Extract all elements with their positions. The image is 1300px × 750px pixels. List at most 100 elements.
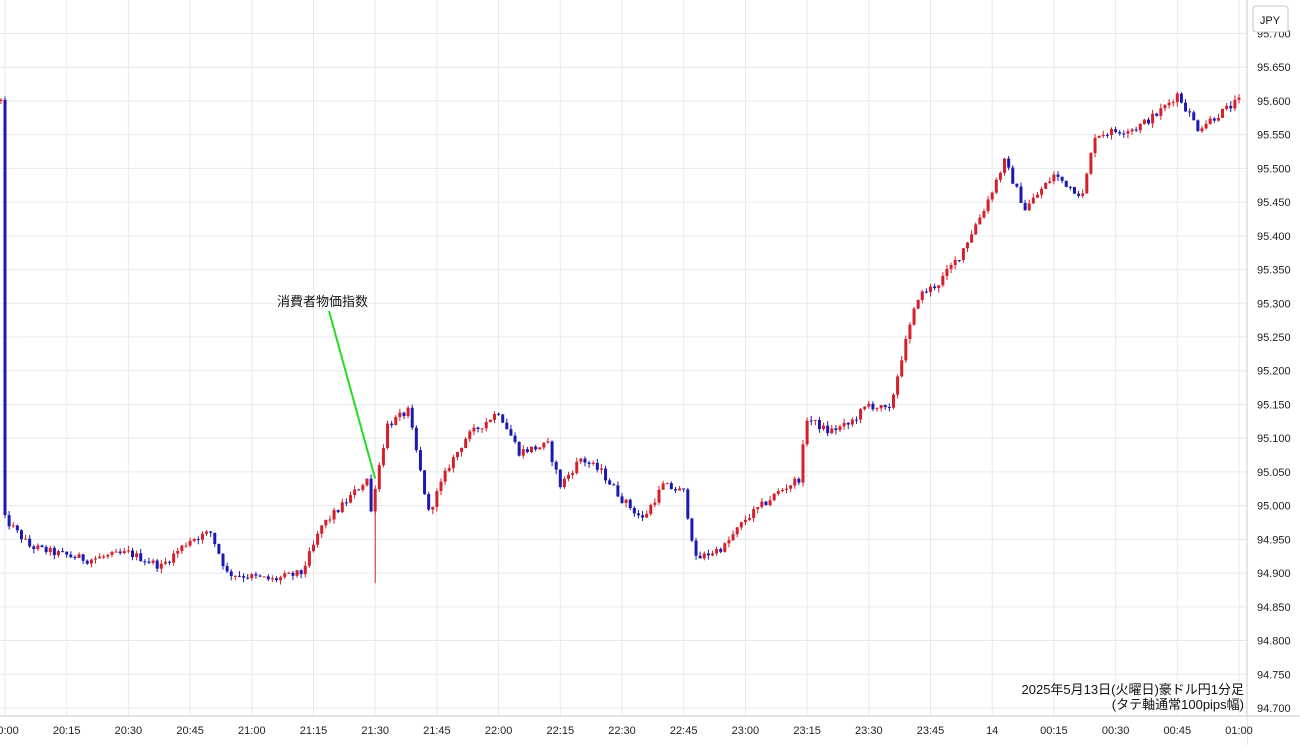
candle-body [562, 478, 566, 488]
candle-body [612, 484, 616, 486]
annotation-pointer [328, 310, 377, 479]
candle-body [131, 550, 135, 558]
candle-body [933, 286, 937, 289]
candle-body [320, 525, 324, 534]
candle-body [443, 470, 447, 482]
y-tick-label: 95.200 [1257, 366, 1291, 378]
candle-body [24, 538, 28, 540]
candle-body [908, 324, 912, 339]
y-tick-label: 95.550 [1257, 130, 1291, 142]
candle-body [447, 468, 451, 471]
candle-body [1171, 102, 1175, 104]
y-tick-label: 94.900 [1257, 568, 1291, 580]
candle-body [1089, 152, 1093, 174]
candle-body [900, 360, 904, 377]
y-tick-label: 94.800 [1257, 636, 1291, 648]
candle-body [242, 576, 246, 578]
candle-body [1179, 93, 1183, 103]
candle-body [920, 291, 924, 300]
candle-body [279, 577, 283, 581]
candle-body [135, 553, 139, 558]
candle-body [98, 556, 102, 559]
candle-body [1142, 119, 1146, 124]
candle-body [797, 478, 801, 483]
candle-body [776, 491, 780, 494]
candle-body [595, 462, 599, 470]
y-tick-label: 95.250 [1257, 332, 1291, 344]
candle-body [1175, 93, 1179, 103]
candle-body [36, 545, 40, 550]
candle-body [673, 489, 677, 491]
y-tick-label: 95.050 [1257, 467, 1291, 479]
y-tick-label: 94.950 [1257, 534, 1291, 546]
y-tick-label: 95.600 [1257, 96, 1291, 108]
candle-body [159, 563, 163, 569]
candle-body [591, 462, 595, 464]
candle-body [735, 527, 739, 535]
price-axis-panel [1247, 0, 1300, 745]
candle-body [501, 414, 505, 423]
candle-body [1105, 134, 1109, 136]
x-tick-label: 00:30 [1102, 725, 1130, 737]
candle-body [567, 474, 571, 479]
candle-body [1233, 99, 1237, 109]
candle-body [957, 259, 961, 261]
x-tick-label: 20:15 [53, 725, 81, 737]
y-tick-label: 95.300 [1257, 298, 1291, 310]
candle-body [924, 291, 928, 293]
candle-body [361, 485, 365, 490]
candle-body [410, 407, 414, 428]
x-tick-label: 21:15 [300, 725, 328, 737]
candle-body [11, 525, 15, 527]
candle-body [1126, 131, 1130, 134]
candle-body [883, 405, 887, 408]
x-tick-label: 01:00 [1225, 725, 1253, 737]
candle-body [77, 554, 81, 559]
candle-body [1093, 137, 1097, 153]
candle-body [538, 447, 542, 450]
candle-body [1101, 134, 1105, 136]
candle-body [937, 285, 941, 289]
candle-body [307, 551, 311, 566]
y-tick-label: 95.000 [1257, 501, 1291, 513]
candle-body [558, 469, 562, 488]
candle-body [213, 532, 217, 545]
candle-body [665, 483, 669, 485]
candle-body [217, 544, 221, 554]
candle-body [233, 575, 237, 577]
candle-body [188, 540, 192, 546]
candle-body [904, 338, 908, 361]
candle-body [966, 242, 970, 249]
candle-body [28, 538, 32, 547]
x-tick-label: 20:30 [115, 725, 143, 737]
x-tick-label: 23:15 [793, 725, 821, 737]
candle-body [727, 540, 731, 544]
y-tick-label: 95.450 [1257, 197, 1291, 209]
candle-body [546, 441, 550, 443]
candle-body [990, 192, 994, 200]
candle-body [365, 478, 369, 486]
candle-body [632, 507, 636, 514]
candle-body [830, 428, 834, 434]
candle-body [805, 420, 809, 445]
candle-body [73, 557, 77, 559]
candle-body [225, 566, 229, 572]
candle-body [258, 575, 262, 577]
time-axis-panel [0, 716, 1247, 745]
candle-body [616, 485, 620, 497]
candle-body [390, 423, 394, 426]
candle-body [406, 407, 410, 417]
candle-body [645, 513, 649, 518]
candle-body [653, 502, 657, 505]
candle-body [1167, 102, 1171, 106]
candle-body [229, 571, 233, 576]
candle-body [941, 275, 945, 286]
candle-body [184, 545, 188, 547]
candle-body [1060, 176, 1064, 181]
candle-body [813, 419, 817, 421]
candle-body [61, 551, 65, 553]
candle-body [739, 522, 743, 528]
candle-body [534, 446, 538, 450]
candle-body [891, 394, 895, 408]
